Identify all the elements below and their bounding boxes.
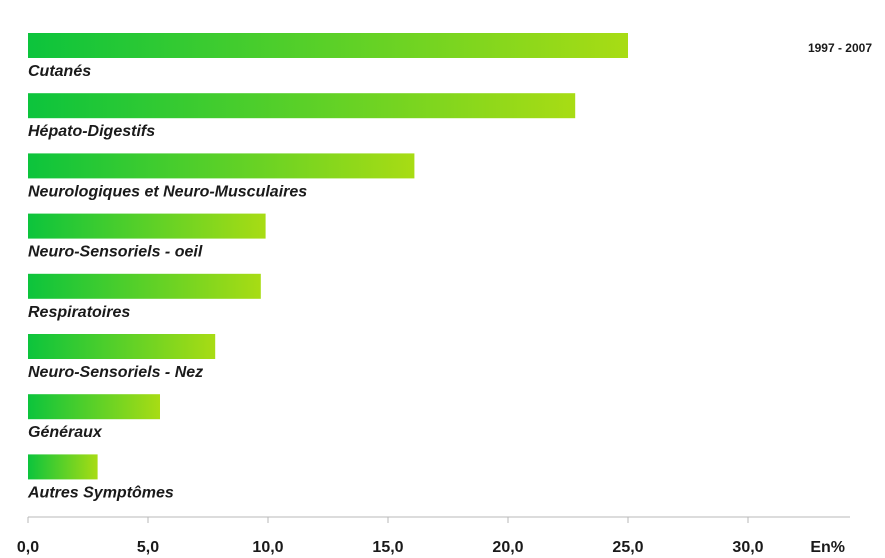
category-label-0: Cutanés [28,63,91,80]
category-label-1: Hépato-Digestifs [28,123,155,140]
bar-0 [28,33,628,58]
bar-7 [28,454,98,480]
x-tick-label-1: 5,0 [137,539,159,556]
bar-6 [28,394,160,420]
x-tick-label-2: 10,0 [252,539,283,556]
x-tick-label-6: 30,0 [732,539,763,556]
bar-4 [28,273,261,299]
bar-1 [28,93,576,119]
x-tick-label-0: 0,0 [17,539,39,556]
bar-5 [28,334,216,359]
x-tick-label-3: 15,0 [372,539,403,556]
category-label-6: Généraux [28,424,103,441]
category-label-2: Neurologiques et Neuro-Musculaires [28,183,307,200]
period-label: 1997 - 2007 [808,41,872,55]
category-label-7: Autres Symptômes [27,484,174,501]
bars-group [28,33,628,480]
x-axis-unit-label: En% [810,539,845,556]
bar-3 [28,213,266,239]
category-labels-group: Cutanés Hépato-Digestifs Neurologiques et … [27,63,307,501]
x-tick-label-4: 20,0 [492,539,523,556]
category-label-5: Neuro-Sensoriels - Nez [28,364,203,381]
category-label-4: Respiratoires [28,304,130,321]
category-label-3: Neuro-Sensoriels - oeil [28,244,203,261]
bar-2 [28,153,415,179]
x-ticks-group: 0,0 5,0 10,0 15,0 20,0 25,0 30,0 [17,517,764,556]
x-tick-label-5: 25,0 [612,539,643,556]
